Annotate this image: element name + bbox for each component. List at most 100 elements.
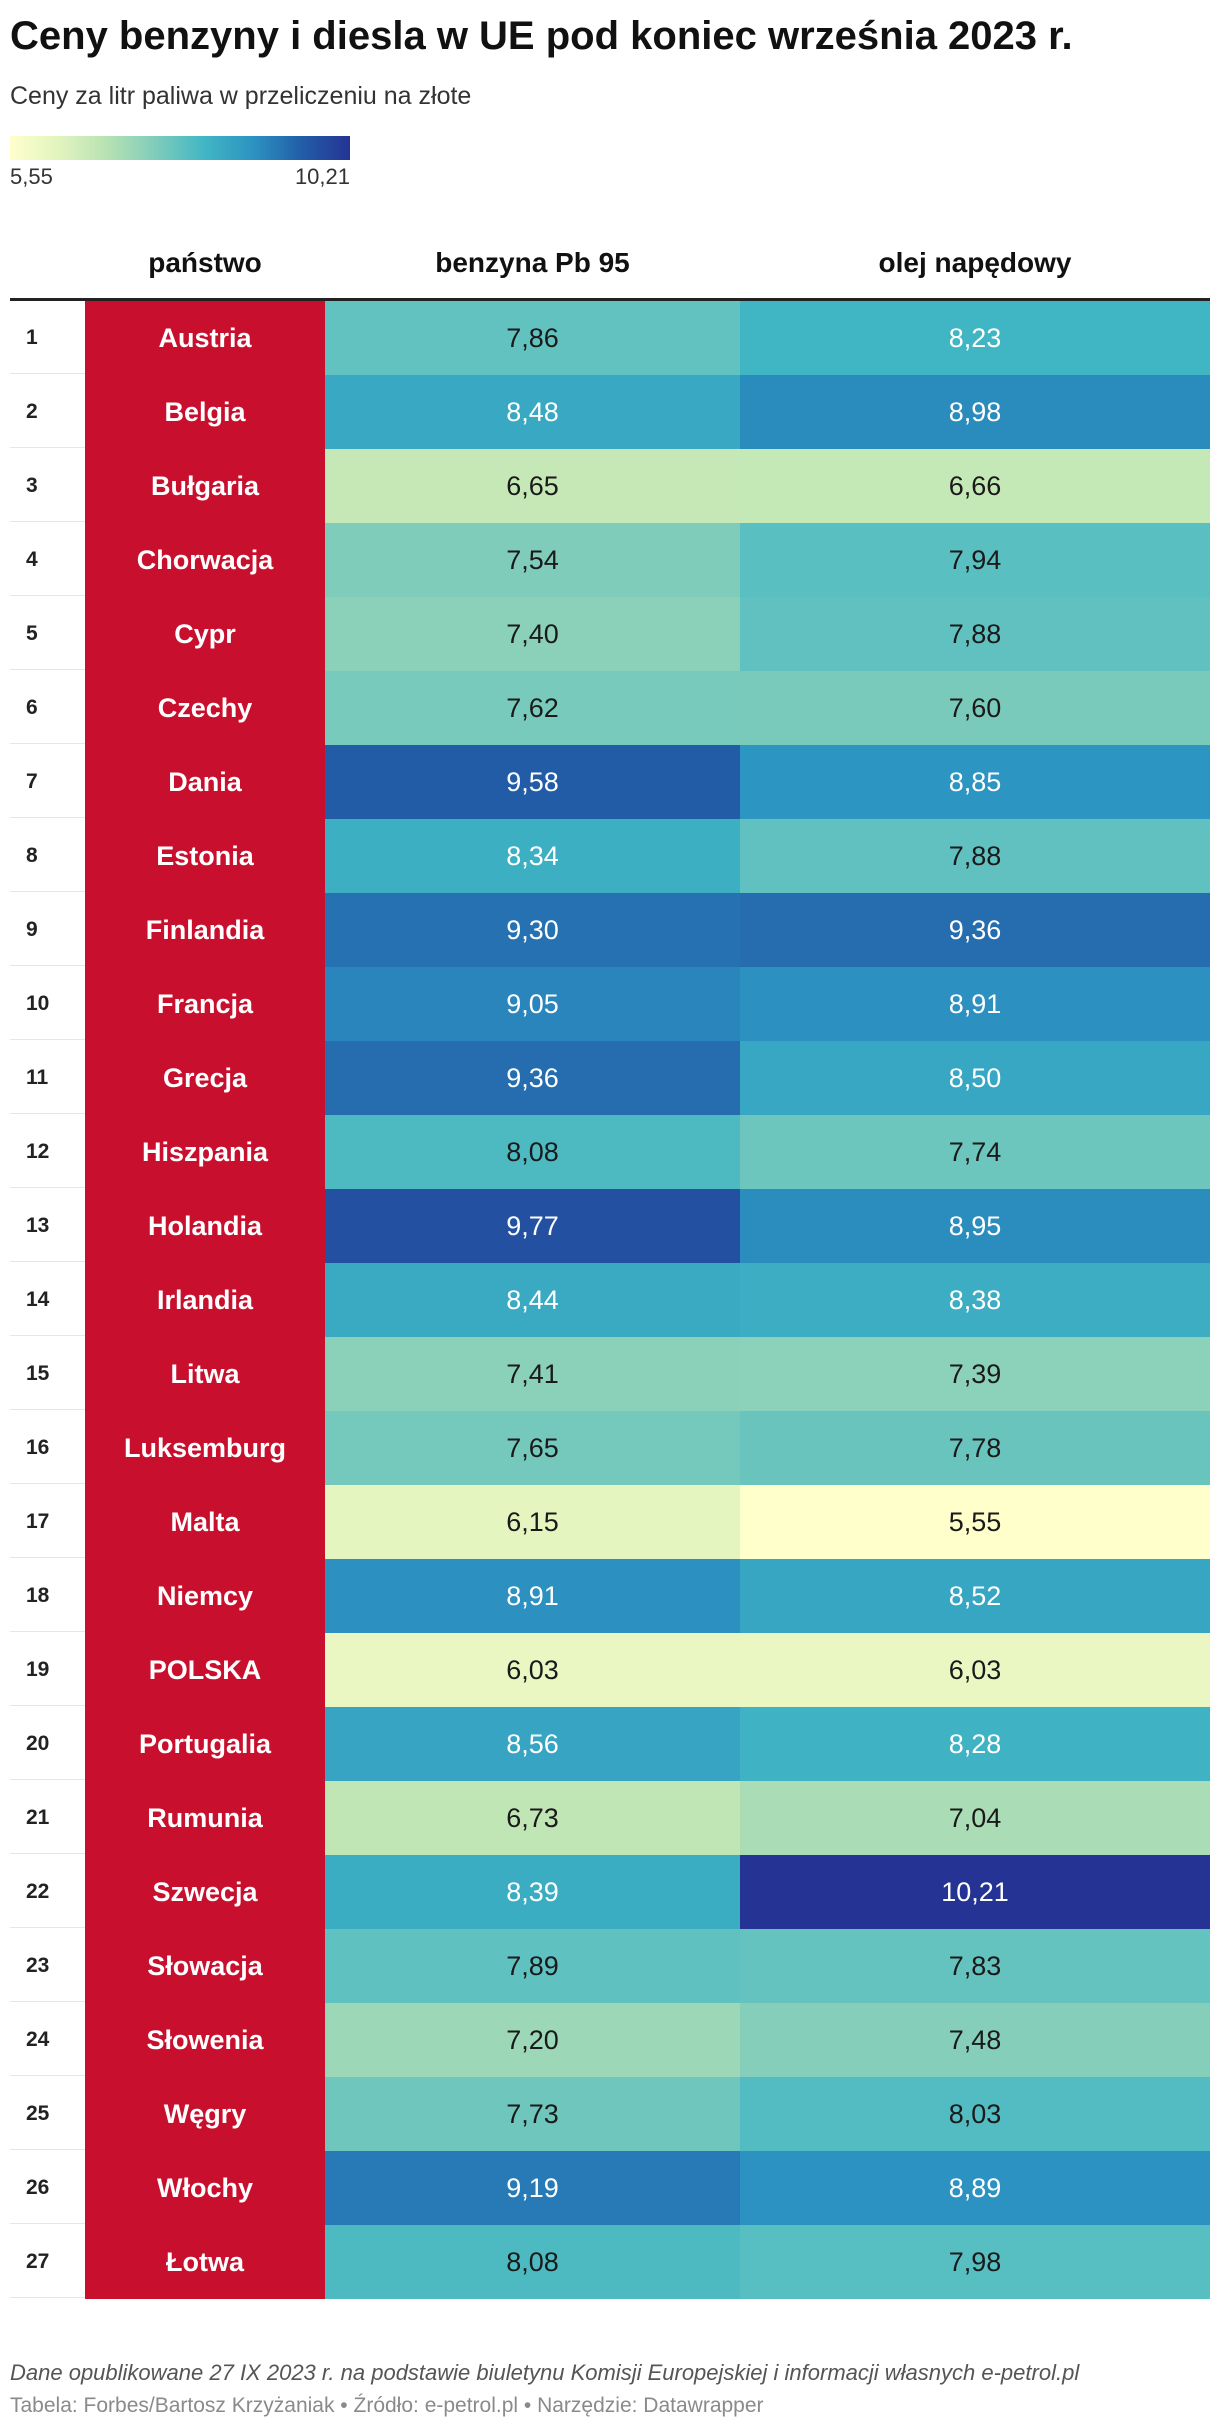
- table-row: 1 Austria 7,86 8,23: [10, 301, 1210, 375]
- country-cell: Francja: [85, 967, 325, 1041]
- petrol-price-cell: 6,73: [325, 1781, 740, 1855]
- rank-cell: 22: [10, 1855, 85, 1928]
- rank-cell: 27: [10, 2225, 85, 2298]
- petrol-price-cell: 8,91: [325, 1559, 740, 1633]
- country-cell: Portugalia: [85, 1707, 325, 1781]
- rank-cell: 8: [10, 819, 85, 892]
- rank-cell: 2: [10, 375, 85, 448]
- rank-cell: 4: [10, 523, 85, 596]
- table-row: 12 Hiszpania 8,08 7,74: [10, 1115, 1210, 1189]
- rank-cell: 13: [10, 1189, 85, 1262]
- country-cell: Włochy: [85, 2151, 325, 2225]
- country-cell: POLSKA: [85, 1633, 325, 1707]
- rank-cell: 14: [10, 1263, 85, 1336]
- petrol-price-cell: 8,44: [325, 1263, 740, 1337]
- rank-cell: 15: [10, 1337, 85, 1410]
- petrol-price-cell: 6,15: [325, 1485, 740, 1559]
- column-header-country: państwo: [148, 247, 262, 278]
- diesel-price-cell: 8,38: [740, 1263, 1210, 1337]
- table-row: 25 Węgry 7,73 8,03: [10, 2077, 1210, 2151]
- chart-title: Ceny benzyny i diesla w UE pod koniec wr…: [10, 14, 1073, 58]
- country-cell: Estonia: [85, 819, 325, 893]
- diesel-price-cell: 7,78: [740, 1411, 1210, 1485]
- country-cell: Węgry: [85, 2077, 325, 2151]
- petrol-price-cell: 7,20: [325, 2003, 740, 2077]
- petrol-price-cell: 7,65: [325, 1411, 740, 1485]
- country-cell: Chorwacja: [85, 523, 325, 597]
- country-cell: Szwecja: [85, 1855, 325, 1929]
- petrol-price-cell: 9,30: [325, 893, 740, 967]
- table-row: 3 Bułgaria 6,65 6,66: [10, 449, 1210, 523]
- petrol-price-cell: 7,54: [325, 523, 740, 597]
- color-scale-legend: [10, 136, 350, 160]
- diesel-price-cell: 8,03: [740, 2077, 1210, 2151]
- country-cell: Hiszpania: [85, 1115, 325, 1189]
- country-cell: Grecja: [85, 1041, 325, 1115]
- table-row: 17 Malta 6,15 5,55: [10, 1485, 1210, 1559]
- rank-cell: 25: [10, 2077, 85, 2150]
- rank-cell: 19: [10, 1633, 85, 1706]
- table-row: 6 Czechy 7,62 7,60: [10, 671, 1210, 745]
- petrol-price-cell: 9,05: [325, 967, 740, 1041]
- footnote: Dane opublikowane 27 IX 2023 r. na podst…: [10, 2360, 1080, 2385]
- diesel-price-cell: 7,48: [740, 2003, 1210, 2077]
- diesel-price-cell: 6,66: [740, 449, 1210, 523]
- petrol-price-cell: 8,34: [325, 819, 740, 893]
- table-row: 8 Estonia 8,34 7,88: [10, 819, 1210, 893]
- table-row: 10 Francja 9,05 8,91: [10, 967, 1210, 1041]
- table-row: 20 Portugalia 8,56 8,28: [10, 1707, 1210, 1781]
- diesel-price-cell: 7,94: [740, 523, 1210, 597]
- country-cell: Holandia: [85, 1189, 325, 1263]
- petrol-price-cell: 9,36: [325, 1041, 740, 1115]
- petrol-price-cell: 7,89: [325, 1929, 740, 2003]
- petrol-price-cell: 7,62: [325, 671, 740, 745]
- diesel-price-cell: 8,28: [740, 1707, 1210, 1781]
- diesel-price-cell: 8,89: [740, 2151, 1210, 2225]
- legend-max-label: 10,21: [294, 164, 350, 189]
- table-row: 18 Niemcy 8,91 8,52: [10, 1559, 1210, 1633]
- diesel-price-cell: 7,39: [740, 1337, 1210, 1411]
- rank-cell: 9: [10, 893, 85, 966]
- country-cell: Finlandia: [85, 893, 325, 967]
- petrol-price-cell: 6,65: [325, 449, 740, 523]
- petrol-price-cell: 8,56: [325, 1707, 740, 1781]
- rank-cell: 10: [10, 967, 85, 1040]
- credits: Tabela: Forbes/Bartosz Krzyżaniak • Źród…: [10, 2394, 764, 2417]
- diesel-price-cell: 6,03: [740, 1633, 1210, 1707]
- table-row: 15 Litwa 7,41 7,39: [10, 1337, 1210, 1411]
- country-cell: Austria: [85, 301, 325, 375]
- country-cell: Irlandia: [85, 1263, 325, 1337]
- column-header-diesel: olej napędowy: [878, 247, 1072, 278]
- country-cell: Słowacja: [85, 1929, 325, 2003]
- rank-cell: 7: [10, 745, 85, 818]
- table-row: 14 Irlandia 8,44 8,38: [10, 1263, 1210, 1337]
- rank-cell: 11: [10, 1041, 85, 1114]
- rank-cell: 18: [10, 1559, 85, 1632]
- country-cell: Słowenia: [85, 2003, 325, 2077]
- petrol-price-cell: 8,39: [325, 1855, 740, 1929]
- petrol-price-cell: 9,19: [325, 2151, 740, 2225]
- rank-cell: 3: [10, 449, 85, 522]
- diesel-price-cell: 7,60: [740, 671, 1210, 745]
- petrol-price-cell: 7,40: [325, 597, 740, 671]
- table-header: państwo benzyna Pb 95 olej napędowy: [10, 228, 1210, 298]
- country-cell: Niemcy: [85, 1559, 325, 1633]
- table-row: 16 Luksemburg 7,65 7,78: [10, 1411, 1210, 1485]
- diesel-price-cell: 8,91: [740, 967, 1210, 1041]
- rank-cell: 5: [10, 597, 85, 670]
- column-header-petrol: benzyna Pb 95: [435, 247, 630, 278]
- country-cell: Cypr: [85, 597, 325, 671]
- rank-cell: 21: [10, 1781, 85, 1854]
- rank-cell: 20: [10, 1707, 85, 1780]
- table-row: 23 Słowacja 7,89 7,83: [10, 1929, 1210, 2003]
- diesel-price-cell: 5,55: [740, 1485, 1210, 1559]
- diesel-price-cell: 8,85: [740, 745, 1210, 819]
- table-row: 24 Słowenia 7,20 7,48: [10, 2003, 1210, 2077]
- rank-cell: 17: [10, 1485, 85, 1558]
- diesel-price-cell: 7,88: [740, 819, 1210, 893]
- table-row: 13 Holandia 9,77 8,95: [10, 1189, 1210, 1263]
- diesel-price-cell: 8,50: [740, 1041, 1210, 1115]
- rank-cell: 12: [10, 1115, 85, 1188]
- country-cell: Luksemburg: [85, 1411, 325, 1485]
- petrol-price-cell: 7,41: [325, 1337, 740, 1411]
